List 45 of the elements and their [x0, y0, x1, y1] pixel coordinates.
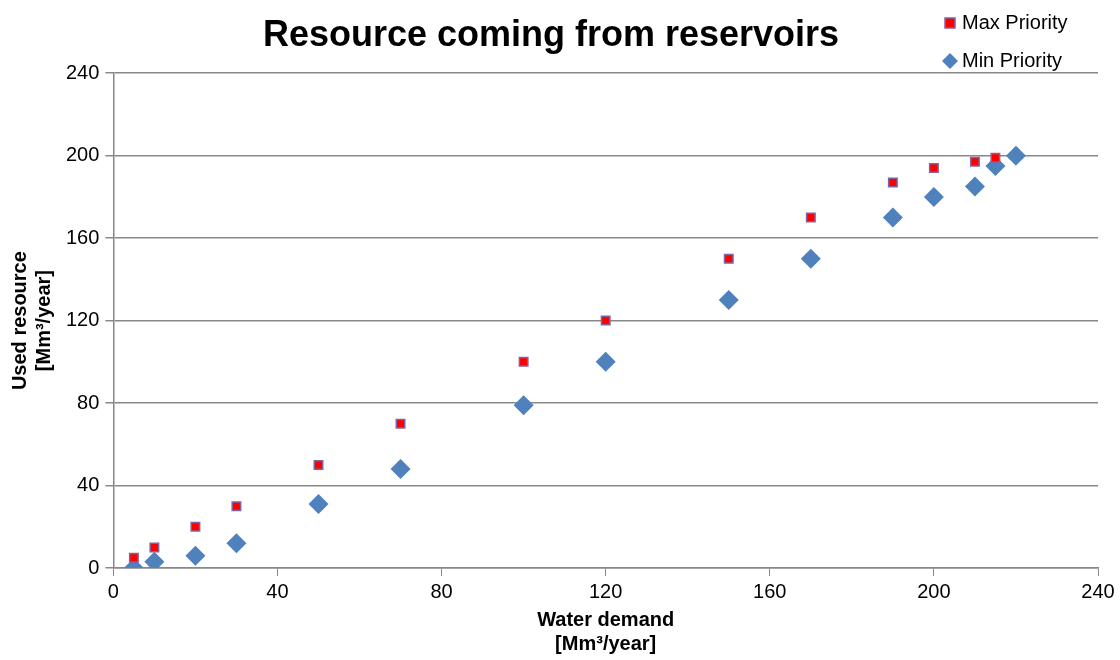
chart-title: Resource coming from reservoirs — [262, 12, 840, 54]
point — [149, 542, 160, 553]
point — [595, 351, 616, 372]
point — [600, 315, 611, 326]
legend-label: Max Priority — [962, 10, 1068, 33]
point — [887, 177, 898, 188]
point — [805, 212, 816, 223]
y-tick-label: 40 — [77, 473, 100, 496]
point — [800, 248, 821, 269]
x-tick-label: 160 — [753, 579, 787, 602]
point — [128, 552, 139, 563]
point — [923, 186, 944, 207]
point — [718, 289, 739, 310]
x-tick-label: 40 — [266, 579, 289, 602]
point — [882, 207, 903, 228]
y-tick-label: 0 — [88, 555, 100, 578]
x-tick-label: 0 — [107, 579, 119, 602]
point — [1005, 145, 1026, 166]
point — [969, 156, 980, 167]
point — [185, 545, 206, 566]
point — [313, 459, 324, 470]
x-tick-label: 80 — [430, 579, 453, 602]
point — [928, 163, 939, 174]
x-tick-label: 240 — [1081, 579, 1115, 602]
x-axis-title: Water demand [Mm³/year] — [537, 607, 675, 654]
point — [390, 459, 411, 480]
point — [964, 176, 985, 197]
point — [395, 418, 406, 429]
y-tick-label: 80 — [77, 390, 100, 413]
point — [190, 521, 201, 532]
x-tick-label: 200 — [917, 579, 951, 602]
point — [231, 501, 242, 512]
point — [513, 395, 534, 416]
legend-label: Min Priority — [962, 48, 1063, 71]
point — [308, 494, 329, 515]
point — [518, 356, 529, 367]
y-tick-label: 120 — [65, 308, 100, 331]
y-tick-label: 160 — [65, 225, 100, 248]
point — [990, 152, 1001, 163]
y-tick-label: 240 — [65, 60, 100, 83]
y-tick-label: 200 — [65, 143, 100, 166]
x-tick-label: 120 — [589, 579, 623, 602]
y-axis-title: Used resource [Mm³/year] — [7, 251, 54, 391]
point — [226, 533, 247, 554]
point — [723, 253, 734, 264]
